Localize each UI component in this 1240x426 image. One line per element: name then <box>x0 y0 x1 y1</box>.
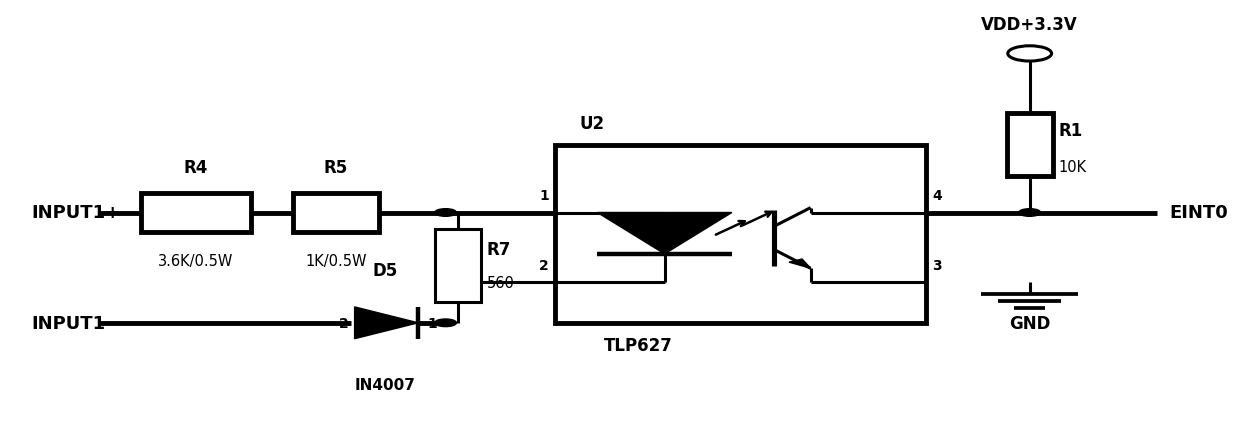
Bar <box>556 145 926 323</box>
Text: INPUT1-: INPUT1- <box>32 314 113 332</box>
Text: 560: 560 <box>487 275 515 290</box>
Text: D5: D5 <box>372 262 397 279</box>
Text: 3.6K/0.5W: 3.6K/0.5W <box>159 253 234 268</box>
Text: R1: R1 <box>1059 122 1083 140</box>
Text: R4: R4 <box>184 159 208 177</box>
Text: 1: 1 <box>428 316 438 330</box>
Polygon shape <box>598 213 732 254</box>
Text: 1: 1 <box>539 188 549 202</box>
Polygon shape <box>789 259 811 269</box>
Text: VDD+3.3V: VDD+3.3V <box>981 16 1078 34</box>
Circle shape <box>1019 209 1040 217</box>
Text: U2: U2 <box>579 115 605 132</box>
Text: 10K: 10K <box>1059 160 1087 175</box>
Text: 2: 2 <box>339 316 348 330</box>
Text: R7: R7 <box>487 240 511 258</box>
Bar <box>434 230 481 302</box>
Circle shape <box>434 209 456 217</box>
Text: GND: GND <box>1009 314 1050 333</box>
Text: 2: 2 <box>539 258 549 272</box>
Bar <box>294 194 378 232</box>
Text: R5: R5 <box>324 159 348 177</box>
Text: EINT0: EINT0 <box>1169 204 1229 222</box>
Circle shape <box>434 319 456 327</box>
Text: 4: 4 <box>932 188 942 202</box>
Text: INPUT1+: INPUT1+ <box>32 204 122 222</box>
Text: TLP627: TLP627 <box>604 336 672 354</box>
Text: 3: 3 <box>932 258 942 272</box>
Bar <box>1007 114 1053 177</box>
Text: 1K/0.5W: 1K/0.5W <box>305 253 367 268</box>
Bar <box>141 194 250 232</box>
Text: IN4007: IN4007 <box>355 377 415 392</box>
Polygon shape <box>355 307 418 339</box>
